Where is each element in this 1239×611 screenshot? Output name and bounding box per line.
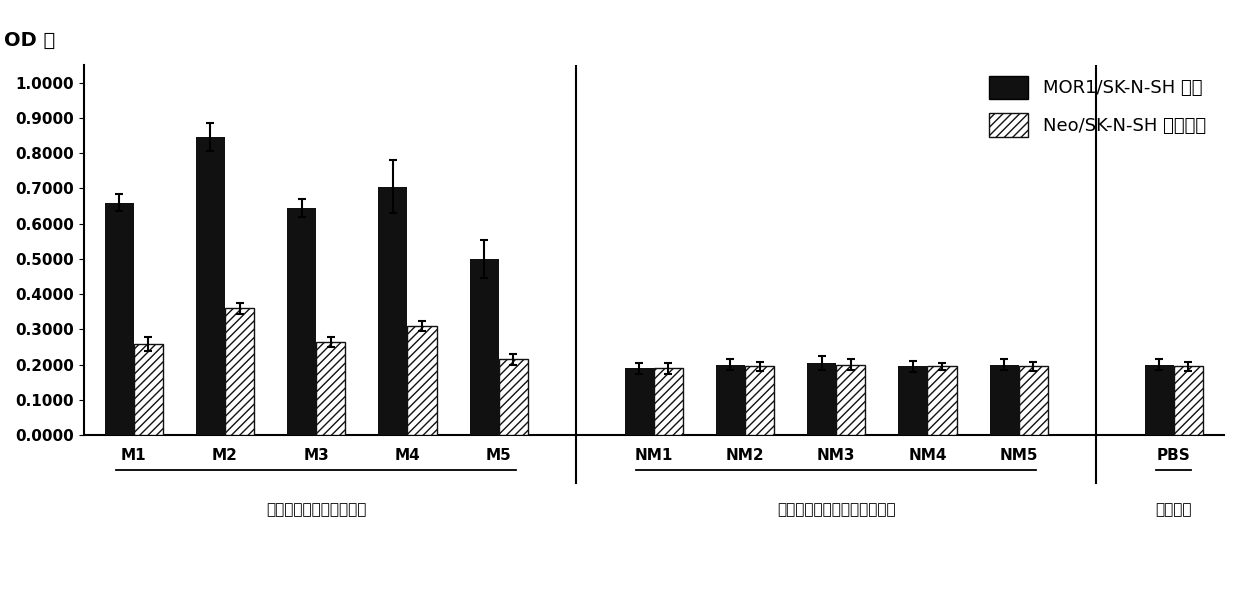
Bar	[499, 359, 528, 435]
Bar	[1145, 365, 1173, 435]
Bar	[990, 365, 1018, 435]
Bar	[928, 367, 957, 435]
Bar	[378, 187, 408, 435]
Text: 空白对照: 空白对照	[1156, 502, 1192, 517]
Bar	[225, 309, 254, 435]
Bar	[624, 368, 654, 435]
Bar	[898, 367, 928, 435]
Bar	[807, 363, 836, 435]
Bar	[836, 365, 866, 435]
Bar	[1173, 367, 1203, 435]
Bar	[470, 259, 499, 435]
Text: 无吸食史的正常人的毛发样本: 无吸食史的正常人的毛发样本	[777, 502, 896, 517]
Text: 咐啊吸食人员的毛发样本: 咐啊吸食人员的毛发样本	[266, 502, 367, 517]
Bar	[745, 367, 774, 435]
Legend: MOR1/SK-N-SH 细胞, Neo/SK-N-SH 对照细胞: MOR1/SK-N-SH 细胞, Neo/SK-N-SH 对照细胞	[980, 67, 1215, 145]
Text: OD 値: OD 値	[4, 31, 55, 50]
Bar	[408, 326, 436, 435]
Bar	[287, 208, 316, 435]
Bar	[104, 202, 134, 435]
Bar	[654, 368, 683, 435]
Bar	[196, 137, 225, 435]
Bar	[316, 342, 346, 435]
Bar	[134, 343, 164, 435]
Bar	[1018, 367, 1048, 435]
Bar	[716, 365, 745, 435]
